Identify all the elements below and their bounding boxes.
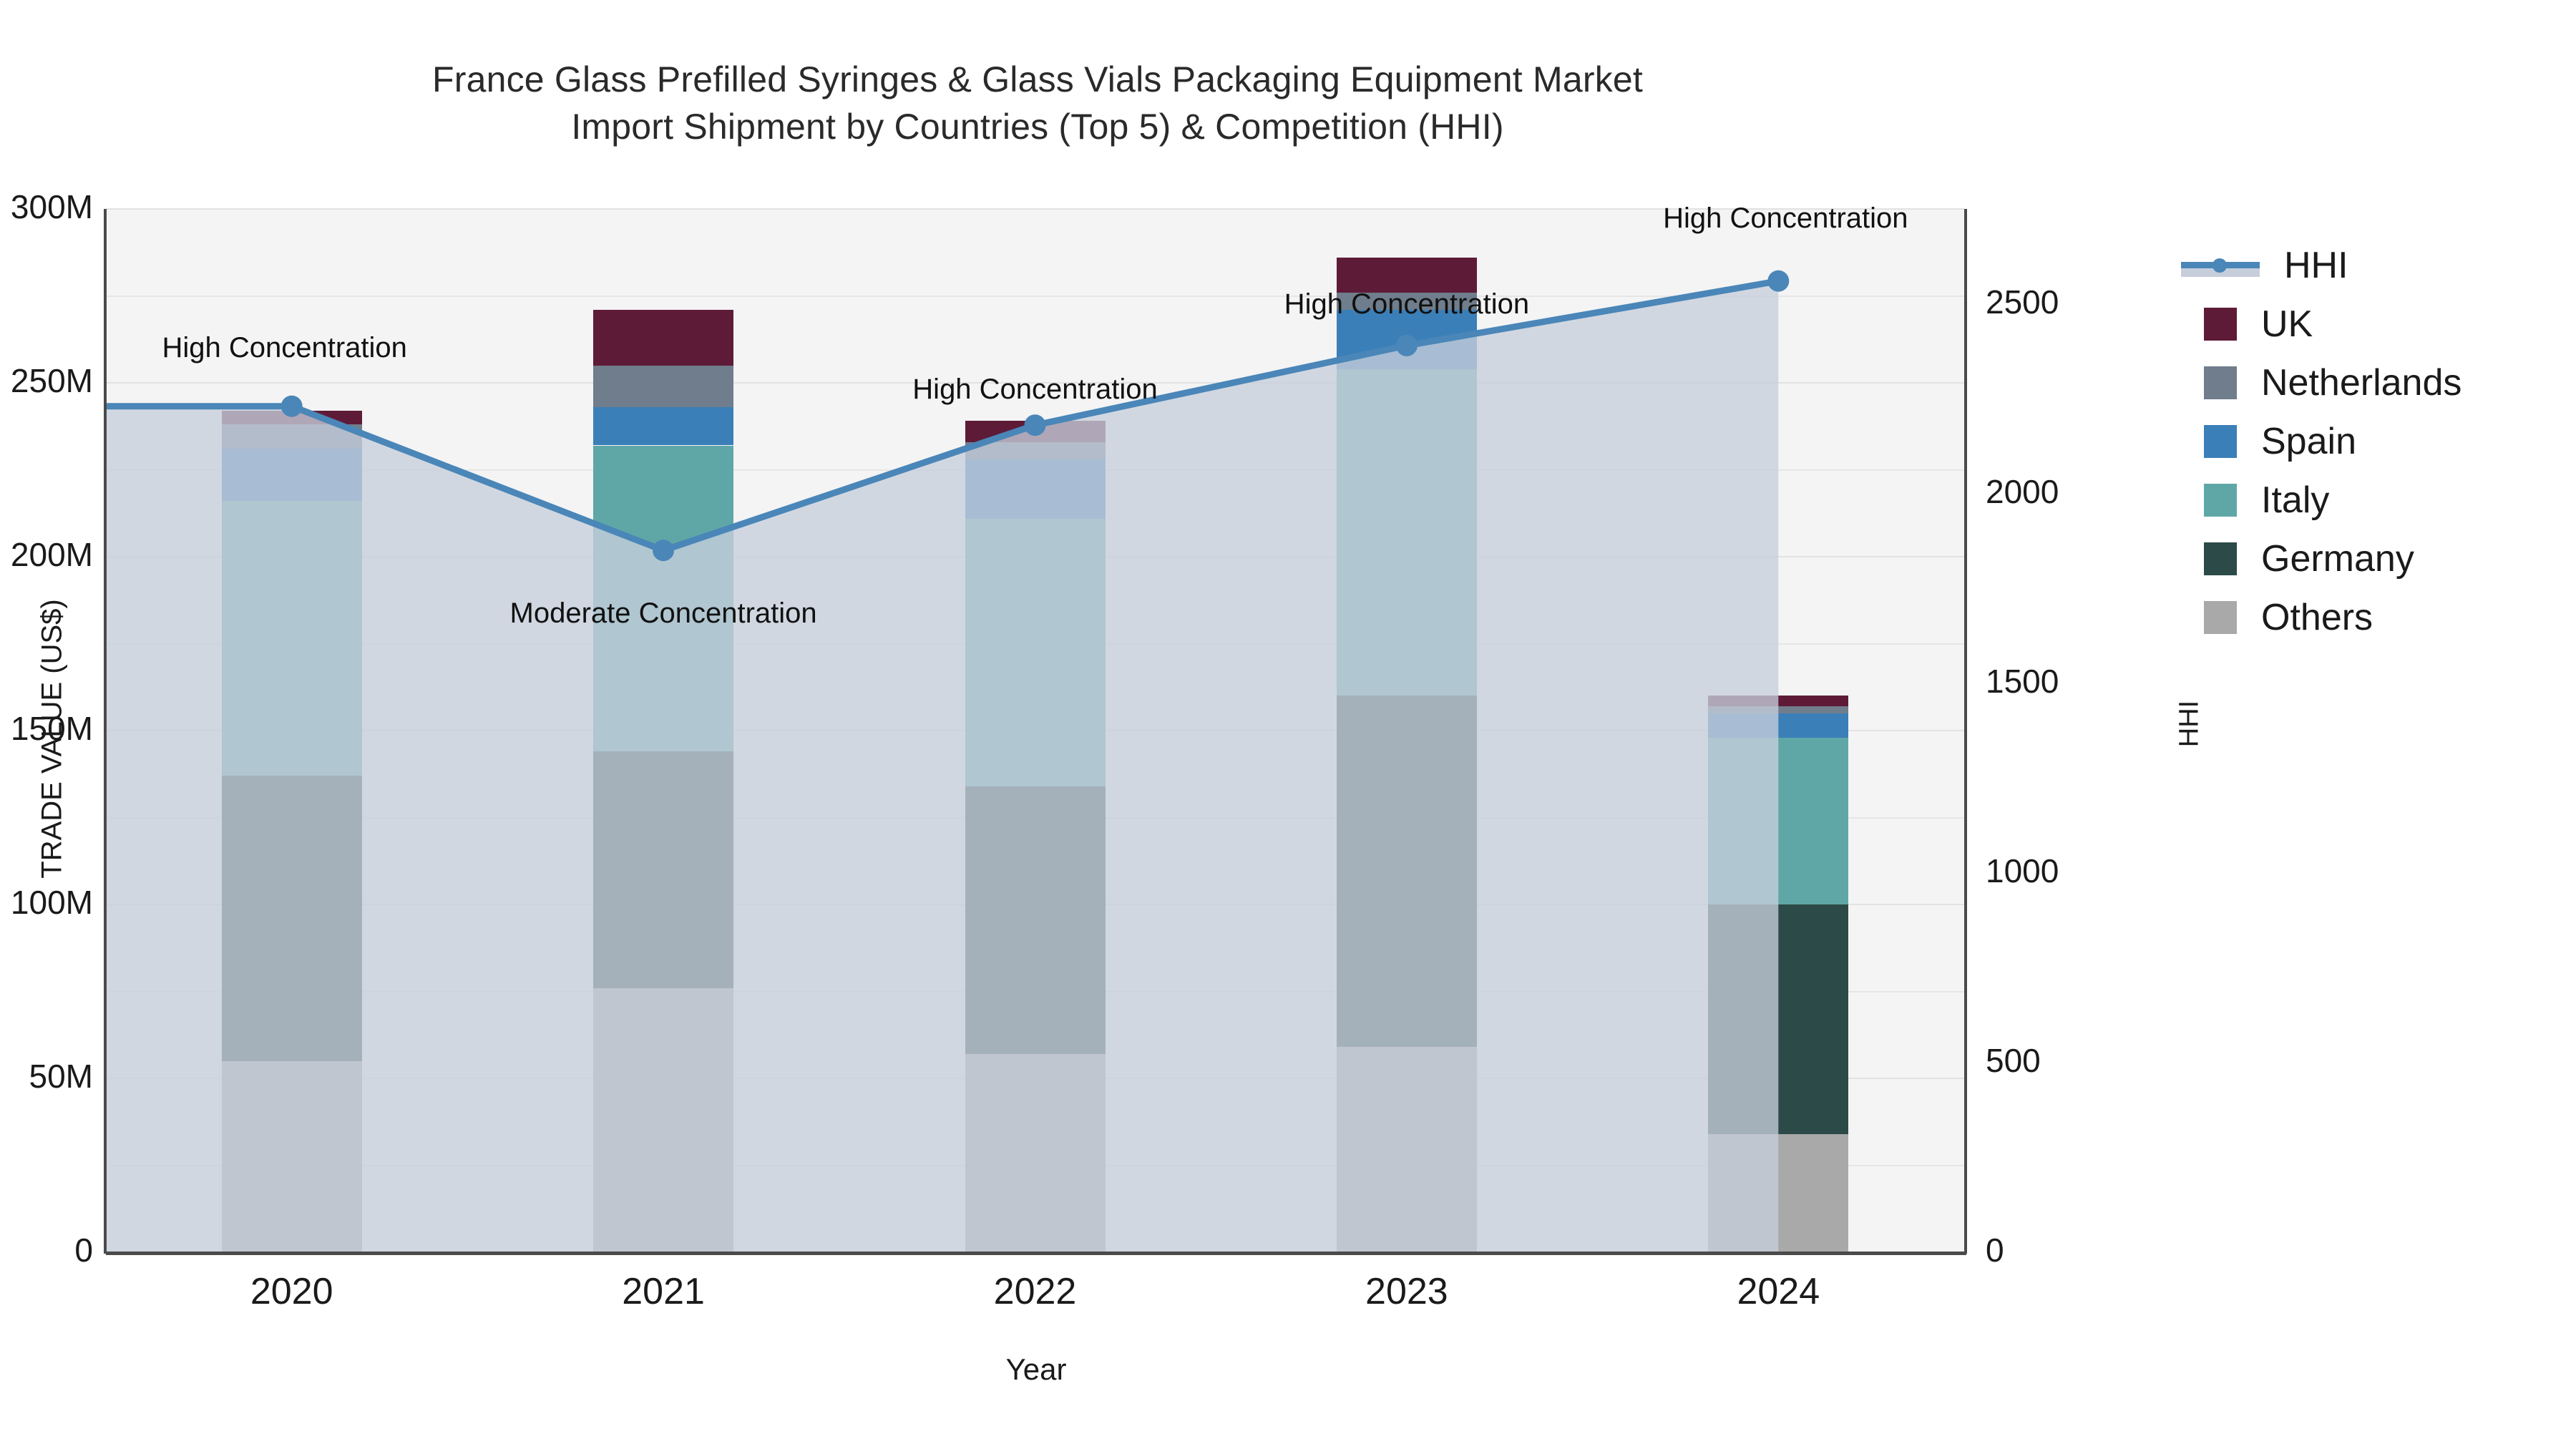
legend-color-swatch-icon	[2204, 308, 2237, 341]
bar-group-2022[interactable]	[965, 421, 1106, 1252]
bar-segment-italy[interactable]	[965, 518, 1106, 786]
y-left-tick-label: 100M	[10, 884, 93, 921]
y-left-tick-label: 250M	[10, 362, 93, 399]
bar-segment-germany[interactable]	[593, 751, 734, 988]
legend-item-label: HHI	[2284, 245, 2348, 286]
legend-item-label: Others	[2261, 597, 2373, 638]
y-right-tick-label: 2000	[1986, 472, 2059, 510]
chart-title-line-1: France Glass Prefilled Syringes & Glass …	[432, 59, 1643, 99]
x-tick-label-2021: 2021	[622, 1271, 705, 1312]
bar-segment-germany[interactable]	[1708, 904, 1849, 1134]
bar-segment-others[interactable]	[965, 1053, 1106, 1252]
legend-item-spain[interactable]: Spain	[2204, 412, 2562, 471]
bar-segment-netherlands[interactable]	[965, 441, 1106, 459]
chart-title-line-2: Import Shipment by Countries (Top 5) & C…	[571, 107, 1504, 147]
bar-segment-others[interactable]	[1336, 1047, 1477, 1252]
annotation-2024: High Concentration	[1663, 202, 1908, 234]
bar-segment-others[interactable]	[1708, 1133, 1849, 1252]
x-tick-label-2023: 2023	[1365, 1271, 1448, 1312]
annotation-2023: High Concentration	[1284, 288, 1530, 320]
legend-color-swatch-icon	[2204, 484, 2237, 517]
y-left-tick-label: 200M	[10, 536, 93, 573]
annotation-2021: Moderate Concentration	[509, 597, 817, 630]
bar-segment-spain[interactable]	[965, 459, 1106, 519]
bar-segment-uk[interactable]	[965, 421, 1106, 442]
bar-segment-netherlands[interactable]	[1708, 706, 1849, 713]
bar-segment-netherlands[interactable]	[593, 365, 734, 408]
chart-title: France Glass Prefilled Syringes & Glass …	[0, 56, 2075, 150]
x-tick-label-2020: 2020	[250, 1271, 333, 1312]
legend-item-netherlands[interactable]: Netherlands	[2204, 353, 2562, 412]
y-axis-left-title: TRADE VALUE (US$)	[36, 599, 68, 879]
bar-group-2023[interactable]	[1336, 258, 1477, 1252]
gridline	[106, 295, 1964, 297]
bar-segment-spain[interactable]	[593, 407, 734, 446]
x-axis-line	[106, 1252, 1966, 1255]
gridline	[106, 208, 1964, 210]
legend-line-swatch-icon	[2181, 249, 2260, 282]
x-tick-label-2022: 2022	[993, 1271, 1077, 1312]
bar-segment-italy[interactable]	[221, 501, 362, 776]
bar-segment-spain[interactable]	[221, 449, 362, 502]
y-left-tick-label: 50M	[29, 1058, 93, 1095]
legend-color-swatch-icon	[2204, 366, 2237, 399]
y-left-tick-label: 150M	[10, 710, 93, 747]
bar-segment-italy[interactable]	[1336, 369, 1477, 696]
bar-segment-spain[interactable]	[1708, 713, 1849, 738]
y-right-tick-label: 2500	[1986, 283, 2059, 321]
legend-item-label: UK	[2261, 303, 2313, 345]
bar-group-2020[interactable]	[221, 410, 362, 1252]
legend-color-swatch-icon	[2204, 601, 2237, 634]
bar-segment-others[interactable]	[593, 987, 734, 1252]
plot-area: High Concentration Moderate Concentration…	[106, 203, 1964, 1253]
y-right-tick-label: 1500	[1986, 662, 2059, 700]
legend-item-uk[interactable]: UK	[2204, 295, 2562, 353]
hhi-marker-2024[interactable]	[1767, 270, 1790, 292]
legend-color-swatch-icon	[2204, 425, 2237, 458]
y-left-tick-label: 0	[74, 1231, 93, 1269]
annotation-2020: High Concentration	[162, 331, 407, 364]
bar-segment-italy[interactable]	[1708, 737, 1849, 904]
bar-segment-others[interactable]	[221, 1060, 362, 1252]
legend-item-italy[interactable]: Italy	[2204, 471, 2562, 530]
y-axis-right-title: HHI	[2174, 700, 2205, 748]
legend-item-label: Italy	[2261, 479, 2330, 521]
y-axis-line-left	[104, 209, 107, 1254]
bar-group-2024[interactable]	[1708, 696, 1849, 1252]
bar-segment-netherlands[interactable]	[221, 424, 362, 449]
legend-item-label: Netherlands	[2261, 362, 2462, 404]
legend: HHI UK Netherlands Spain Italy Germany Others	[2181, 236, 2562, 647]
bar-group-2021[interactable]	[593, 309, 734, 1252]
legend-item-germany[interactable]: Germany	[2204, 530, 2562, 588]
y-right-tick-label: 500	[1986, 1041, 2041, 1079]
bar-segment-germany[interactable]	[221, 776, 362, 1061]
legend-color-swatch-icon	[2204, 542, 2237, 575]
legend-item-others[interactable]: Others	[2204, 588, 2562, 647]
bar-segment-uk[interactable]	[593, 309, 734, 366]
bar-segment-germany[interactable]	[1336, 696, 1477, 1048]
y-right-tick-label: 1000	[1986, 852, 2059, 889]
legend-item-label: Germany	[2261, 538, 2414, 580]
y-right-tick-label: 0	[1986, 1231, 2004, 1269]
legend-item-hhi[interactable]: HHI	[2181, 236, 2562, 295]
y-left-tick-label: 300M	[10, 188, 93, 225]
bar-segment-uk[interactable]	[1708, 696, 1849, 706]
x-axis-title: Year	[1005, 1352, 1067, 1386]
bar-segment-uk[interactable]	[221, 410, 362, 425]
x-tick-label-2024: 2024	[1737, 1271, 1820, 1312]
bar-segment-germany[interactable]	[965, 786, 1106, 1054]
y-axis-line-right	[1964, 209, 1967, 1254]
legend-item-label: Spain	[2261, 421, 2356, 462]
bar-segment-uk[interactable]	[1336, 258, 1477, 293]
annotation-2022: High Concentration	[912, 374, 1158, 406]
